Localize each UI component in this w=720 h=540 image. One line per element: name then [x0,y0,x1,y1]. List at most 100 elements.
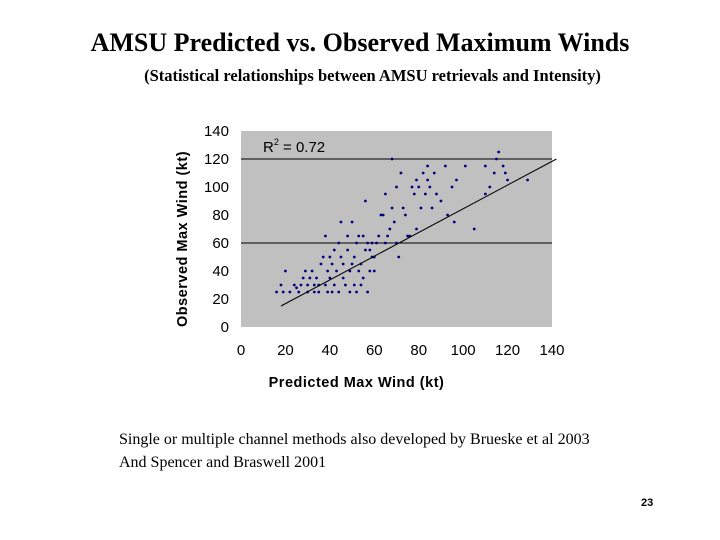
data-point [375,241,378,245]
data-point [326,290,330,294]
x-axis-label: Predicted Max Wind (kt) [269,375,445,391]
data-point [357,234,361,238]
data-point [317,290,321,294]
slide-number: 23 [641,497,654,509]
slide-title: AMSU Predicted vs. Observed Maximum Wind… [90,28,630,57]
data-point [332,248,336,252]
data-point [401,206,405,210]
r-squared-value: = 0.72 [279,139,325,156]
data-point [328,276,332,280]
data-point [295,286,298,290]
data-point [417,185,421,189]
data-point [395,185,398,189]
data-point [443,164,447,168]
data-point [403,213,407,217]
data-point [359,283,363,287]
data-point [390,157,394,161]
data-point [415,178,418,182]
x-tick-label: 0 [237,342,245,359]
data-point [410,185,414,189]
x-tick-label: 60 [366,342,383,359]
data-point [497,150,501,154]
caption-line-2: And Spencer and Braswell 2001 [119,454,327,471]
x-tick-label: 20 [277,342,294,359]
data-point [339,255,343,259]
data-point [341,276,345,280]
data-point [348,269,352,273]
data-point [388,227,392,231]
scatter-chart-svg: 0 20 40 60 80 100 120 140 0 20 40 60 80 100 120 140 R2 … [175,123,565,391]
data-point [306,283,310,287]
data-point [352,255,356,259]
data-point [337,241,341,245]
data-point [312,283,316,287]
data-point [423,192,427,196]
data-point [366,241,370,245]
data-point [335,269,338,273]
data-point [330,290,334,294]
data-point [321,255,325,259]
data-point [386,234,390,238]
data-point [339,220,343,224]
data-point [492,171,496,175]
data-point [392,220,396,224]
data-point [488,185,492,189]
data-point [288,290,292,294]
data-point [346,234,350,238]
data-point [370,241,374,245]
y-tick-label: 120 [204,151,229,168]
y-tick-label: 140 [204,123,229,140]
y-tick-label: 20 [212,291,229,308]
r-squared-annotation: R2 = 0.72 [263,137,325,156]
data-point [312,290,316,294]
data-point [421,171,425,175]
data-point [435,192,438,196]
data-point [344,283,347,287]
data-point [368,248,372,252]
r-squared-symbol: R [263,139,274,156]
data-point [419,206,423,210]
data-point [368,269,372,273]
data-points [275,150,529,294]
y-tick-label: 0 [221,319,229,336]
data-point [308,276,312,280]
data-point [390,206,394,210]
x-tick-label: 40 [322,342,339,359]
data-point [383,192,387,196]
data-point [397,255,401,259]
data-point [452,220,456,224]
data-point [355,290,358,294]
data-point [506,178,509,182]
data-point [472,227,476,231]
data-point [455,178,458,182]
data-point [412,192,416,196]
data-point [310,269,314,273]
data-point [426,178,429,182]
data-point [301,276,305,280]
data-point [483,164,487,168]
slide-subtitle: (Statistical relationships between AMSU … [144,66,601,85]
scatter-chart: 0 20 40 60 80 100 120 140 0 20 40 60 80 100 120 140 R2 … [165,111,573,401]
data-point [383,241,387,245]
caption-line-1: Single or multiple channel methods also … [119,431,590,448]
data-point [495,157,498,161]
data-point [324,283,327,287]
data-point [350,262,354,266]
r-squared-superscript: 2 [274,137,279,147]
x-tick-label: 80 [410,342,427,359]
data-point [332,283,336,287]
data-point [501,164,505,168]
data-point [337,290,341,294]
data-point [415,227,418,231]
data-point [366,290,370,294]
data-point [446,213,449,217]
data-point [406,234,410,238]
y-tick-label: 60 [212,235,229,252]
data-point [330,262,334,266]
x-tick-label: 100 [451,342,476,359]
y-axis-label: Observed Max Wind (kt) [175,151,191,327]
data-point [326,269,330,273]
data-point [450,185,454,189]
data-point [328,255,332,259]
data-point [315,276,318,280]
